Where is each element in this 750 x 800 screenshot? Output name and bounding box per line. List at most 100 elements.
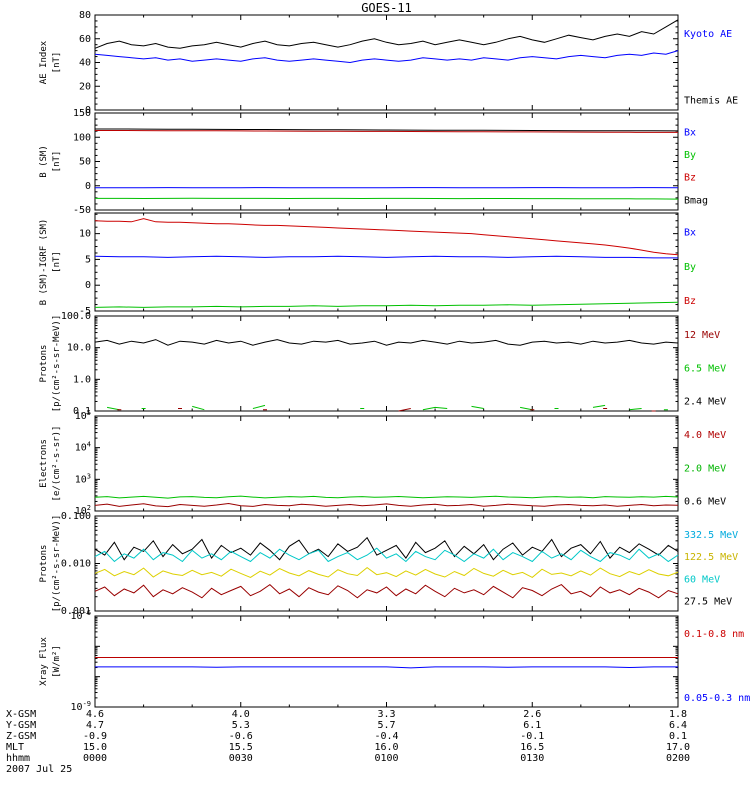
series-122.5-mev [94,566,679,578]
date-label: 2007 Jul 25 [6,764,73,775]
legend-0.1-0.8-nm: 0.1-0.8 nm [684,629,744,640]
legend-by: By [684,150,696,161]
series-332.5-mev [94,583,679,599]
row-value: 0000 [83,753,107,764]
row-label-z-gsm: Z-GSM [6,731,36,742]
legend-kyoto-ae: Kyoto AE [684,29,732,40]
y-axis-title: B (SM)-IGRF (SM) [39,219,49,306]
y-tick-label: 102 [75,504,91,517]
row-value: 3.3 [377,709,395,720]
y-tick-label: 10.0 [67,343,91,354]
row-label-hhmm: hhmm [6,753,30,764]
legend-2.0-mev: 2.0 MeV [684,463,726,474]
y-axis-unit: [nT] [52,151,62,173]
y-tick-label: -5 [79,306,91,317]
row-value: 2.6 [523,709,541,720]
legend-27.5-mev: 27.5 MeV [684,597,732,608]
y-tick-label: 20 [79,81,91,92]
legend-4.0-mev: 4.0 MeV [684,430,726,441]
row-value: 4.7 [86,720,104,731]
series-bz [94,218,679,256]
row-label-y-gsm: Y-GSM [6,720,36,731]
legend-themis-ae: Themis AE [684,96,738,107]
y-axis-title: AE Index [39,40,49,84]
series-60-mev [94,547,679,563]
y-tick-label: 105 [75,409,91,422]
legend-bmag: Bmag [684,195,708,206]
row-value: 15.5 [229,742,253,753]
panel-xray-flux: 10-9 10-6 0.1-0.8 nm 0.05-0.3 nm Xray Flux [W… [39,609,750,713]
row-value: 0030 [229,753,253,764]
series-bz [95,130,678,133]
panel-ae-index: 0 20 40 60 80 Kyoto AE Themis AE AE Index [nT] [39,10,738,116]
row-label-x-gsm: X-GSM [6,709,36,720]
y-tick-label: 80 [79,10,91,21]
y-tick-label: -50 [73,205,91,216]
legend-60-mev: 60 MeV [684,574,720,585]
row-value: 4.0 [232,709,250,720]
y-tick-label: 0.1 [73,406,91,417]
row-value: 16.0 [374,742,398,753]
panel-protons-27-332mev: 0.001 0.010 0.100 332.5 MeV 122.5 MeV 60 MeV 2… [39,511,738,617]
y-axis-title: Protons [39,545,49,583]
y-tick-label: 1.0 [73,374,91,385]
legend-bz: Bz [684,296,696,307]
row-value: -0.4 [374,731,398,742]
legend-6.5-mev: 6.5 MeV [684,363,726,374]
panel-electrons: 102 103 104 105 4.0 MeV 2.0 MeV 0.6 MeV Electro… [39,409,726,517]
y-axis-unit: [p/(cm²-s-sr-MeV)] [52,515,62,613]
y-tick-label: 0 [85,105,91,116]
y-tick-label: 100 [73,132,91,143]
row-value: 6.4 [669,720,687,731]
row-value: 6.1 [523,720,541,731]
panel-frame [94,112,679,211]
y-tick-label: 100.0 [61,311,91,322]
series-by [95,197,679,200]
y-tick-label: 0 [85,181,91,192]
y-tick-label: 50 [79,157,91,168]
series-6.5-mev [107,404,668,411]
row-value: 0200 [666,753,690,764]
legend-2.4-mev: 2.4 MeV [684,397,726,408]
plot-title: GOES-11 [361,1,412,15]
panel-frame [94,315,679,412]
y-tick-label: 10-9 [71,700,91,713]
y-tick-label: 0.100 [61,511,91,522]
bottom-annotations: X-GSM 4.6 4.0 3.3 2.6 1.8 Y-GSM 4.7 5.3 5.7 6.1 6.4… [6,709,690,764]
row-value: 0.1 [669,731,687,742]
row-value: 4.6 [86,709,104,720]
y-axis-title: B (SM) [39,145,49,178]
panel-protons-2-12mev: 0.1 1.0 10.0 100.0 12 MeV 6.5 MeV 2.4 MeV Proto… [39,311,726,417]
row-value: 17.0 [666,742,690,753]
legend-122.5-mev: 122.5 MeV [684,552,738,563]
y-axis-title: Protons [39,345,49,383]
legend-bx: Bx [684,228,696,239]
y-tick-label: 10-6 [71,609,91,622]
row-value: 5.7 [377,720,395,731]
series-12-mev [117,408,656,412]
row-value: 15.0 [83,742,107,753]
y-axis-unit: [nT] [52,251,62,273]
y-axis-title: Electrons [39,439,49,488]
y-axis-title: Xray Flux [39,637,49,686]
legend-12-mev: 12 MeV [684,330,720,341]
row-label-mlt: MLT [6,742,24,753]
legend-0.05-0.3-nm: 0.05-0.3 nm [684,693,750,704]
legend-bx: Bx [684,127,696,138]
series-4.0-mev [94,502,679,508]
panel-b-sm-igrf: -5 0 5 10 Bx By Bz B (SM)-IGRF (SM) [nT] [39,212,696,317]
row-value: 1.8 [669,709,687,720]
series-bmag [95,128,679,132]
row-value: -0.6 [229,731,253,742]
panel-frame [94,14,679,111]
legend-332.5-mev: 332.5 MeV [684,530,738,541]
y-axis-unit: [W/m²] [52,645,62,678]
y-tick-label: 103 [75,472,91,485]
panel-frame [94,212,679,312]
series-2.0-mev [94,495,679,499]
y-tick-label: 0 [85,280,91,291]
y-axis-unit: [p/(cm²-s-sr-MeV)] [52,315,62,413]
y-axis-unit: [nT] [52,52,62,74]
y-tick-label: 5 [85,254,91,265]
